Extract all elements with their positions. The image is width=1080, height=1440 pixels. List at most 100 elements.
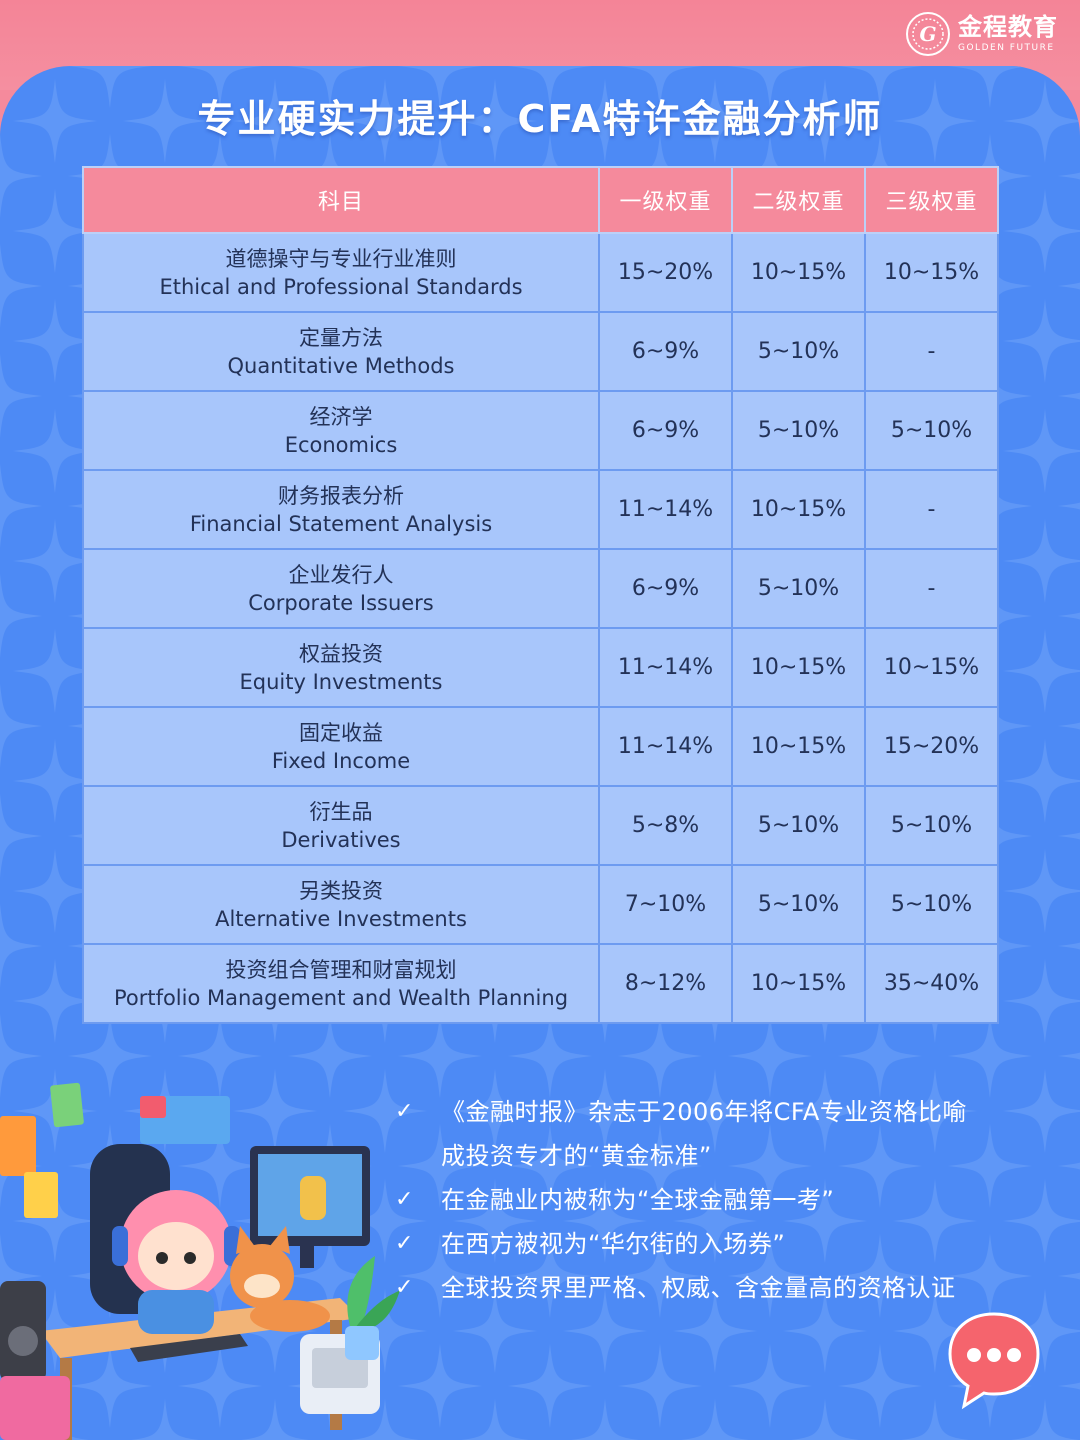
subject-name-cn: 衍生品	[309, 799, 373, 824]
page-title: 专业硬实力提升：CFA特许金融分析师	[197, 97, 883, 141]
checkmark-icon: ✓	[395, 1099, 414, 1124]
table-row: 道德操守与专业行业准则 Ethical and Professional Stan…	[82, 232, 999, 313]
level-3-weight-cell: 5~10%	[864, 390, 999, 471]
subject-name-en: Portfolio Management and Wealth Planning	[113, 985, 569, 1010]
level-3-weight-cell: -	[864, 548, 999, 629]
bullet-line: 《金融时报》杂志于2006年将CFA专业资格比喻	[441, 1098, 967, 1126]
subject-name-cn: 定量方法	[299, 325, 383, 350]
level-3-weight-cell: -	[864, 311, 999, 392]
level-1-weight-cell: 11~14%	[598, 627, 733, 708]
level-1-weight-cell: 11~14%	[598, 469, 733, 550]
feature-bullet: ✓ 在金融业内被称为“全球金融第一考”	[395, 1178, 1055, 1222]
checkmark-icon: ✓	[395, 1275, 414, 1300]
subject-name-cn: 另类投资	[299, 878, 383, 903]
feature-bullet: ✓ 全球投资界里严格、权威、含金量高的资格认证	[395, 1266, 1055, 1310]
level-1-weight-cell: 11~14%	[598, 706, 733, 787]
table-row: 固定收益 Fixed Income 11~14% 10~15% 15~20%	[82, 706, 999, 787]
subject-cell: 定量方法 Quantitative Methods	[82, 311, 600, 392]
subject-name-en: Corporate Issuers	[248, 590, 434, 615]
subject-name-cn: 道德操守与专业行业准则	[225, 246, 457, 271]
level-3-weight-cell: 5~10%	[864, 785, 999, 866]
feature-bullet: ✓ 《金融时报》杂志于2006年将CFA专业资格比喻 成投资专才的“黄金标准”	[395, 1090, 1055, 1178]
bullet-line: 全球投资界里严格、权威、含金量高的资格认证	[441, 1274, 956, 1302]
level-1-weight-cell: 7~10%	[598, 864, 733, 945]
table-header-row: 科目 一级权重 二级权重 三级权重	[82, 166, 999, 234]
table-row: 衍生品 Derivatives 5~8% 5~10% 5~10%	[82, 785, 999, 866]
subject-name-en: Derivatives	[281, 827, 401, 852]
subject-cell: 道德操守与专业行业准则 Ethical and Professional Stan…	[82, 232, 600, 313]
header-level-2: 二级权重	[731, 166, 866, 234]
level-3-weight-cell: 10~15%	[864, 627, 999, 708]
subject-name-en: Equity Investments	[239, 669, 443, 694]
level-1-weight-cell: 6~9%	[598, 390, 733, 471]
level-1-weight-cell: 15~20%	[598, 232, 733, 313]
chat-bubble-icon[interactable]	[946, 1310, 1042, 1410]
subject-cell: 财务报表分析 Financial Statement Analysis	[82, 469, 600, 550]
level-3-weight-cell: 15~20%	[864, 706, 999, 787]
level-2-weight-cell: 10~15%	[731, 627, 866, 708]
level-1-weight-cell: 8~12%	[598, 943, 733, 1024]
table-row: 投资组合管理和财富规划 Portfolio Management and Weal…	[82, 943, 999, 1024]
subject-name-en: Quantitative Methods	[227, 353, 455, 378]
subject-name-cn: 权益投资	[299, 641, 383, 666]
table-row: 权益投资 Equity Investments 11~14% 10~15% 10~15%	[82, 627, 999, 708]
bullet-line: 成投资专才的“黄金标准”	[441, 1142, 712, 1170]
subject-cell: 企业发行人 Corporate Issuers	[82, 548, 600, 629]
level-3-weight-cell: 10~15%	[864, 232, 999, 313]
brand-logo: G 金程教育 GOLDEN FUTURE	[906, 10, 1058, 58]
level-3-weight-cell: -	[864, 469, 999, 550]
brand-name-cn: 金程教育	[958, 13, 1058, 41]
feature-bullets: ✓ 《金融时报》杂志于2006年将CFA专业资格比喻 成投资专才的“黄金标准” ✓ 在金…	[395, 1090, 1055, 1310]
header-level-3: 三级权重	[864, 166, 999, 234]
level-1-weight-cell: 5~8%	[598, 785, 733, 866]
table-row: 另类投资 Alternative Investments 7~10% 5~10% 5~1…	[82, 864, 999, 945]
subject-cell: 固定收益 Fixed Income	[82, 706, 600, 787]
level-1-weight-cell: 6~9%	[598, 311, 733, 392]
level-2-weight-cell: 10~15%	[731, 943, 866, 1024]
level-2-weight-cell: 5~10%	[731, 548, 866, 629]
svg-text:G: G	[919, 22, 936, 46]
subject-name-en: Financial Statement Analysis	[189, 511, 493, 536]
subject-name-cn: 固定收益	[299, 720, 383, 745]
subject-name-cn: 财务报表分析	[278, 483, 404, 508]
level-1-weight-cell: 6~9%	[598, 548, 733, 629]
bullet-text: 在西方被视为“华尔街的入场券”	[441, 1222, 785, 1266]
table-row: 企业发行人 Corporate Issuers 6~9% 5~10% -	[82, 548, 999, 629]
level-2-weight-cell: 10~15%	[731, 706, 866, 787]
subject-cell: 投资组合管理和财富规划 Portfolio Management and Weal…	[82, 943, 600, 1024]
subject-cell: 另类投资 Alternative Investments	[82, 864, 600, 945]
level-3-weight-cell: 5~10%	[864, 864, 999, 945]
bullet-text: 全球投资界里严格、权威、含金量高的资格认证	[441, 1266, 956, 1310]
bullet-line: 在金融业内被称为“全球金融第一考”	[441, 1186, 835, 1214]
subject-name-en: Economics	[284, 432, 398, 457]
bullet-text: 在金融业内被称为“全球金融第一考”	[441, 1178, 834, 1222]
level-2-weight-cell: 5~10%	[731, 311, 866, 392]
level-2-weight-cell: 5~10%	[731, 785, 866, 866]
subject-cell: 权益投资 Equity Investments	[82, 627, 600, 708]
subject-name-en: Alternative Investments	[215, 906, 467, 931]
subject-name-cn: 企业发行人	[288, 562, 394, 587]
weights-table: 科目 一级权重 二级权重 三级权重 道德操守与专业行业准则 Ethical and…	[82, 166, 999, 1024]
gamer-girl-cat-desk-illustration	[0, 1082, 400, 1440]
table-row: 经济学 Economics 6~9% 5~10% 5~10%	[82, 390, 999, 471]
level-2-weight-cell: 5~10%	[731, 390, 866, 471]
subject-cell: 经济学 Economics	[82, 390, 600, 471]
header-level-1: 一级权重	[598, 166, 733, 234]
checkmark-icon: ✓	[395, 1231, 414, 1256]
bullet-text: 《金融时报》杂志于2006年将CFA专业资格比喻 成投资专才的“黄金标准”	[441, 1090, 967, 1178]
level-2-weight-cell: 5~10%	[731, 864, 866, 945]
table-row: 财务报表分析 Financial Statement Analysis 11~14%…	[82, 469, 999, 550]
feature-bullet: ✓ 在西方被视为“华尔街的入场券”	[395, 1222, 1055, 1266]
level-3-weight-cell: 35~40%	[864, 943, 999, 1024]
level-2-weight-cell: 10~15%	[731, 469, 866, 550]
level-2-weight-cell: 10~15%	[731, 232, 866, 313]
golden-future-logo-icon: G	[906, 12, 950, 56]
subject-name-cn: 经济学	[309, 404, 373, 429]
brand-name-en: GOLDEN FUTURE	[958, 43, 1055, 53]
checkmark-icon: ✓	[395, 1187, 414, 1212]
subject-name-en: Fixed Income	[271, 748, 411, 773]
subject-name-cn: 投资组合管理和财富规划	[225, 957, 457, 982]
bullet-line: 在西方被视为“华尔街的入场券”	[441, 1230, 786, 1258]
table-row: 定量方法 Quantitative Methods 6~9% 5~10% -	[82, 311, 999, 392]
weights-table-container: 科目 一级权重 二级权重 三级权重 道德操守与专业行业准则 Ethical and…	[82, 166, 999, 1024]
